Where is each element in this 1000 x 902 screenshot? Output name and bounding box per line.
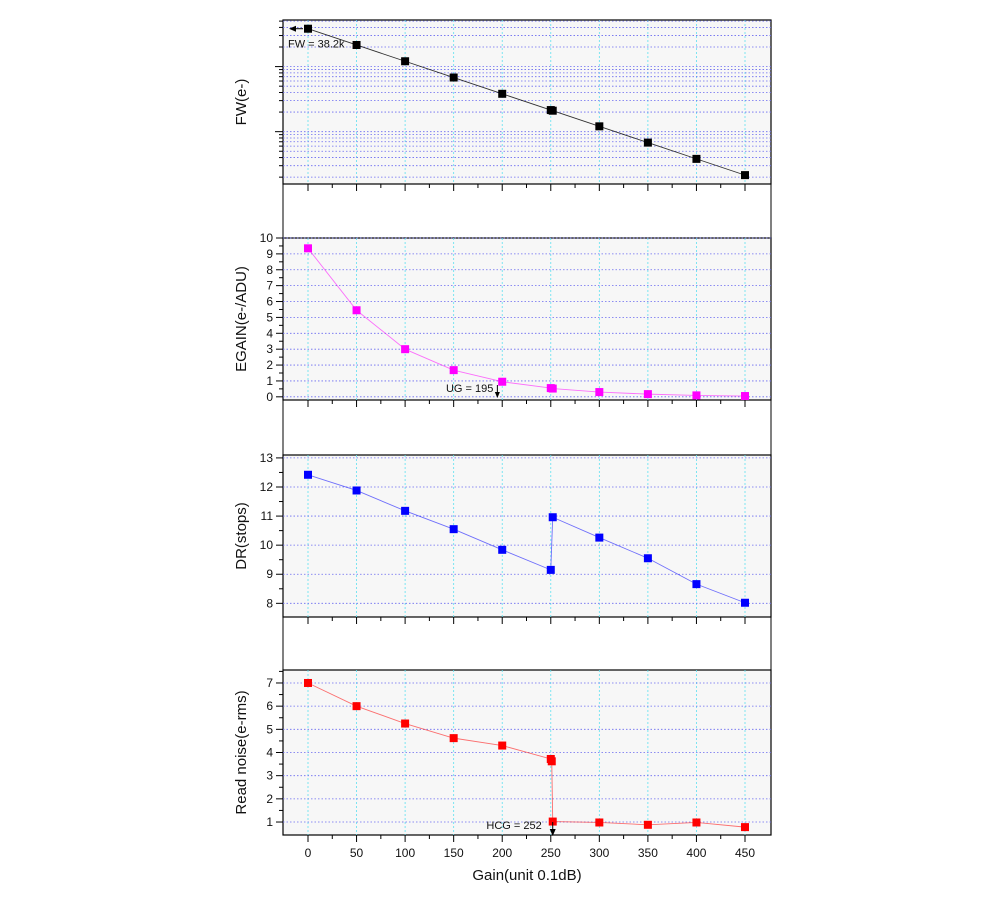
data-point bbox=[304, 24, 312, 33]
data-point bbox=[741, 598, 749, 607]
y-tick-label: 9 bbox=[266, 567, 273, 581]
y-tick-label: 4 bbox=[266, 746, 273, 760]
y-axis-label: DR(stops) bbox=[233, 502, 250, 570]
x-tick-label: 0 bbox=[305, 846, 312, 860]
y-tick-label: 1 bbox=[266, 815, 273, 829]
data-point bbox=[546, 565, 555, 574]
y-tick-label: 13 bbox=[260, 451, 274, 465]
data-point bbox=[304, 244, 312, 253]
data-point bbox=[595, 818, 604, 827]
data-point bbox=[304, 678, 312, 687]
y-axis-label: FW(e-) bbox=[233, 79, 250, 126]
data-point bbox=[643, 820, 652, 829]
x-tick-label: 400 bbox=[686, 846, 706, 860]
x-tick-label: 250 bbox=[541, 846, 561, 860]
plot-area bbox=[282, 454, 772, 618]
y-tick-label: 0 bbox=[266, 390, 273, 404]
y-tick-label: 9 bbox=[266, 247, 273, 261]
data-point bbox=[595, 122, 604, 131]
data-point bbox=[498, 377, 507, 386]
data-point bbox=[352, 702, 361, 711]
y-tick-label: 4 bbox=[266, 326, 273, 340]
data-point bbox=[595, 388, 604, 397]
data-point bbox=[741, 171, 749, 180]
y-tick-label: 10 bbox=[260, 231, 274, 245]
data-point bbox=[692, 818, 701, 827]
panel-3: 1 2 3 4 5 6 7 0 50 100 150 200 250 300 350 400 450 Read n… bbox=[233, 669, 772, 860]
y-tick-label: 12 bbox=[260, 480, 274, 494]
annotation-label: HCG = 252 bbox=[486, 820, 541, 832]
y-tick-label: 2 bbox=[266, 792, 273, 806]
x-tick-label: 450 bbox=[735, 846, 755, 860]
data-point bbox=[449, 525, 458, 534]
data-point bbox=[449, 73, 458, 82]
data-point bbox=[449, 366, 458, 375]
data-point bbox=[548, 817, 557, 826]
data-point bbox=[741, 823, 749, 832]
y-tick-label: 8 bbox=[266, 596, 273, 610]
data-point bbox=[401, 506, 410, 515]
y-tick-label: 5 bbox=[266, 310, 273, 324]
y-tick-label: 7 bbox=[266, 279, 273, 293]
y-axis-label: EGAIN(e-/ADU) bbox=[233, 266, 250, 372]
x-axis-label: Gain(unit 0.1dB) bbox=[472, 867, 581, 884]
data-point bbox=[547, 757, 556, 766]
x-tick-label: 100 bbox=[395, 846, 415, 860]
data-point bbox=[352, 40, 361, 49]
data-point bbox=[401, 345, 410, 354]
data-point bbox=[692, 154, 701, 163]
annotation-label: UG = 195 bbox=[446, 383, 493, 395]
annotation-label: FW = 38.2k bbox=[288, 39, 345, 51]
y-tick-label: 3 bbox=[266, 342, 273, 356]
data-point bbox=[595, 533, 604, 542]
arrowhead-icon bbox=[549, 829, 556, 836]
y-tick-label: 11 bbox=[261, 509, 274, 523]
y-tick-label: 7 bbox=[266, 676, 273, 690]
data-point bbox=[643, 554, 652, 563]
data-point bbox=[352, 486, 361, 495]
panel-1: 0 1 2 3 4 56 7 8 9 10 EGAIN(e-/ADU) UG = 195 bbox=[233, 231, 772, 407]
y-tick-label: 6 bbox=[266, 295, 273, 309]
data-point bbox=[352, 306, 361, 315]
y-tick-label: 10 bbox=[260, 538, 274, 552]
data-point bbox=[449, 734, 458, 743]
arrowhead-icon bbox=[494, 392, 500, 398]
data-point bbox=[498, 89, 507, 98]
panel-2: 8 9 10 11 12 13 DR(stops) bbox=[233, 451, 772, 624]
data-point bbox=[643, 138, 652, 147]
y-axis-label: Read noise(e-rms) bbox=[233, 690, 250, 814]
data-point bbox=[548, 106, 557, 115]
arrowhead-icon bbox=[289, 25, 296, 32]
data-point bbox=[498, 741, 507, 750]
x-tick-label: 150 bbox=[444, 846, 464, 860]
x-tick-label: 300 bbox=[589, 846, 609, 860]
x-tick-label: 200 bbox=[492, 846, 512, 860]
data-point bbox=[401, 57, 410, 66]
data-point bbox=[304, 470, 312, 479]
x-tick-label: 50 bbox=[350, 846, 364, 860]
data-point bbox=[741, 392, 749, 401]
data-point bbox=[692, 580, 701, 589]
data-point bbox=[498, 545, 507, 554]
y-tick-label: 8 bbox=[266, 263, 273, 277]
y-tick-label: 6 bbox=[266, 699, 273, 713]
y-tick-label: 5 bbox=[266, 722, 273, 736]
data-point bbox=[548, 384, 557, 393]
data-point bbox=[548, 513, 557, 522]
y-tick-label: 1 bbox=[266, 374, 273, 388]
x-tick-label: 350 bbox=[638, 846, 658, 860]
plot-area bbox=[282, 237, 772, 401]
data-point bbox=[643, 390, 652, 399]
data-point bbox=[692, 391, 701, 400]
panel-0: FW(e-) FW = 38.2k bbox=[233, 19, 772, 191]
data-point bbox=[401, 719, 410, 728]
y-tick-label: 2 bbox=[266, 358, 273, 372]
y-tick-label: 3 bbox=[266, 769, 273, 783]
